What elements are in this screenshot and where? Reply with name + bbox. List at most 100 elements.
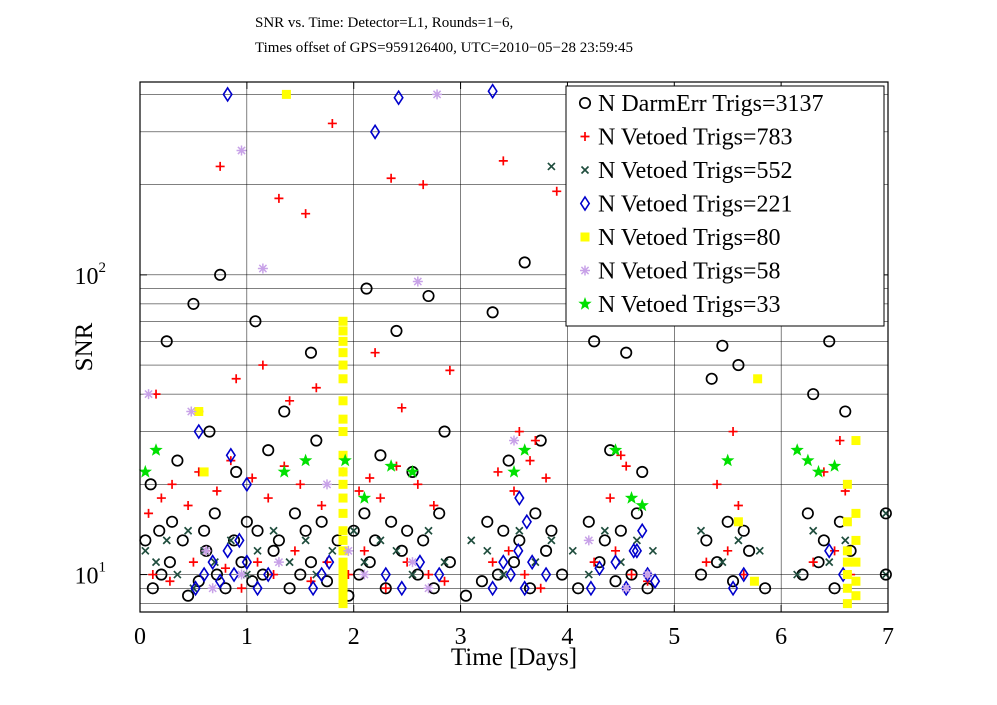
series-2-point — [589, 557, 599, 567]
series-6-point — [432, 89, 443, 100]
series-1-point — [839, 405, 852, 418]
series-6 — [143, 89, 653, 594]
series-4-point — [380, 566, 391, 583]
legend-label: N DarmErr Trigs=3137 — [598, 91, 824, 117]
chart-title: SNR vs. Time: Detector=L1, Rounds=1−6, — [255, 15, 513, 31]
series-4-point — [307, 580, 319, 597]
series-5-point — [851, 591, 861, 601]
series-1-point — [475, 575, 488, 588]
series-1-point — [422, 289, 435, 303]
series-5-point — [338, 348, 348, 358]
series-5-point — [338, 336, 348, 346]
series-1-point — [171, 454, 184, 467]
series-5-point — [338, 326, 348, 336]
series-2-point — [381, 583, 391, 593]
series-4-point — [414, 554, 426, 571]
series-3-point — [483, 546, 492, 555]
series-4-point — [207, 554, 218, 571]
series-1-point — [823, 335, 836, 348]
series-2-point — [835, 436, 845, 446]
series-1-point — [614, 524, 627, 537]
series-3-point — [269, 526, 278, 535]
legend-label: N Vetoed Trigs=552 — [598, 158, 792, 184]
series-1-point — [310, 434, 323, 447]
series-1-point — [390, 324, 403, 337]
legend-marker — [580, 132, 590, 141]
legend-label: N Vetoed Trigs=33 — [598, 292, 780, 318]
series-3-point — [734, 536, 743, 545]
series-2-point — [514, 427, 524, 437]
series-1-point — [166, 515, 179, 528]
series-1-point — [187, 297, 200, 310]
series-1-point — [299, 524, 312, 537]
series-2-point — [616, 450, 626, 460]
series-6-point — [322, 479, 332, 490]
series-4-point — [228, 566, 240, 583]
legend-entry: N Vetoed Trigs=33 — [578, 292, 780, 318]
series-1-point — [513, 534, 526, 547]
series-2-point — [627, 570, 637, 580]
series-2-point — [611, 546, 621, 556]
series-2-point — [488, 557, 498, 567]
series-6-point — [407, 557, 418, 568]
series-1-point — [710, 556, 724, 569]
series-4-point — [193, 423, 204, 440]
series-5-point — [338, 535, 348, 545]
series-1-point — [358, 507, 371, 520]
series-1-point — [705, 372, 718, 385]
series-4-point — [263, 566, 274, 583]
series-4-point — [487, 580, 498, 597]
series-2-point — [413, 479, 423, 489]
series-2-point — [440, 576, 450, 586]
series-4-point — [540, 566, 552, 583]
series-1-point — [288, 507, 301, 520]
series-3-point — [189, 584, 198, 593]
series-1-point — [737, 524, 750, 537]
y-tick-exponent: 1 — [99, 560, 107, 576]
series-1-point — [203, 425, 216, 438]
series-5-point — [851, 557, 861, 567]
series-4-point — [513, 542, 524, 559]
series-3-point — [531, 558, 540, 567]
legend: N DarmErr Trigs=3137 N Vetoed Trigs=783 N … — [565, 85, 885, 327]
series-2-point — [525, 456, 535, 466]
series-1-point — [817, 534, 830, 547]
series-1-point — [507, 556, 521, 569]
series-3-point — [696, 526, 706, 535]
series-5-point — [851, 535, 861, 545]
series-4-point — [519, 580, 530, 597]
legend-label: N Vetoed Trigs=58 — [598, 259, 780, 285]
series-1-point — [374, 449, 387, 462]
series-3-point — [141, 546, 150, 555]
series-2-point — [301, 209, 311, 219]
series-1-point — [401, 524, 414, 537]
x-axis-label: Time [Days] — [451, 644, 577, 671]
series-2-point — [220, 563, 230, 573]
series-2-point — [148, 570, 158, 580]
series-2-point — [739, 570, 749, 580]
series-1-point — [529, 507, 542, 520]
series-5-point — [842, 479, 852, 489]
series-2-point — [167, 479, 177, 489]
series-7-point — [790, 443, 804, 456]
series-3-point — [825, 558, 834, 567]
series-6-point — [359, 569, 370, 580]
series-1-point — [267, 544, 280, 557]
series-6-point — [186, 406, 197, 417]
series-4-point — [222, 86, 233, 103]
series-1-point — [240, 515, 253, 528]
series-1-point — [625, 568, 638, 581]
series-1-point — [360, 282, 373, 295]
x-tick-label: 7 — [882, 624, 894, 650]
series-4-point — [631, 542, 643, 559]
series-1-point — [262, 444, 275, 457]
series-1-point — [304, 556, 318, 569]
series-2-point — [274, 193, 284, 203]
series-3-point — [392, 546, 401, 555]
series-1-point — [227, 534, 241, 547]
series-4-point — [594, 560, 605, 577]
series-1-point — [294, 568, 307, 581]
series-3-point — [376, 536, 385, 545]
series-5-point — [842, 546, 852, 556]
